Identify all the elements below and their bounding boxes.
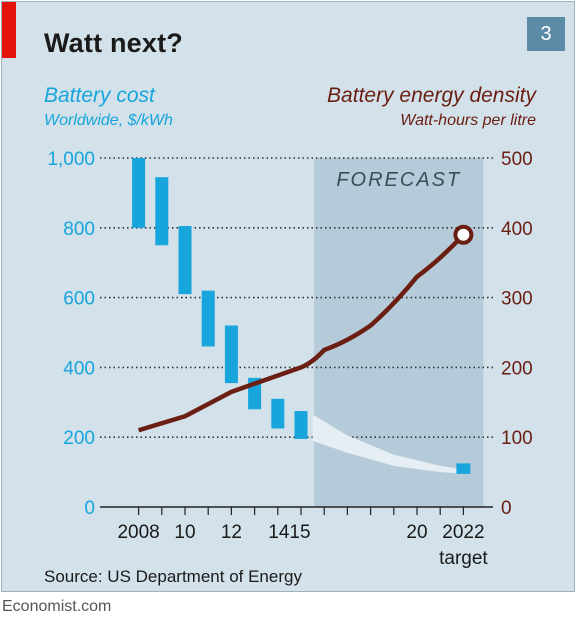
cost-bar xyxy=(178,226,192,295)
left-tick-label: 600 xyxy=(63,289,95,310)
cost-forecast-band xyxy=(312,414,464,474)
left-tick-label: 200 xyxy=(63,428,95,449)
source-note: Source: US Department of Energy xyxy=(44,567,302,586)
cost-bar xyxy=(155,177,169,246)
right-tick-label: 200 xyxy=(501,358,533,379)
cost-bar xyxy=(294,411,308,439)
chart-number-badge: 3 xyxy=(527,17,565,51)
left-tick-label: 400 xyxy=(63,358,95,379)
x-tick-label: 12 xyxy=(221,522,242,543)
right-axis-subtitle: Watt-hours per litre xyxy=(400,112,536,129)
x-tick-label: 2022 xyxy=(442,522,484,543)
cost-bar xyxy=(271,398,285,429)
right-tick-label: 500 xyxy=(501,149,533,170)
cost-bar xyxy=(224,325,238,384)
right-tick-label: 0 xyxy=(501,498,512,519)
energy-density-line xyxy=(137,233,466,433)
right-tick-label: 400 xyxy=(501,219,533,240)
cost-bar xyxy=(201,290,215,347)
left-axis-subtitle: Worldwide, $/kWh xyxy=(44,112,173,129)
forecast-label: FORECAST xyxy=(336,169,461,191)
right-tick-label: 300 xyxy=(501,289,533,310)
right-tick-label: 100 xyxy=(501,428,533,449)
x-tick-label: 2008 xyxy=(117,522,159,543)
chart-title: Watt next? xyxy=(44,28,183,58)
right-axis-ticks: 0 100 200 300 400 500 xyxy=(501,149,533,519)
brand-red-tab xyxy=(2,2,16,58)
target-marker xyxy=(453,224,474,245)
left-tick-label: 1,000 xyxy=(47,149,95,170)
cost-bar xyxy=(456,463,471,474)
chart-plot: FORECAST 0 200 400 600 800 1,000 0 100 200 300 40… xyxy=(47,149,533,569)
x-tick-label: 1415 xyxy=(268,522,310,543)
left-axis-ticks: 0 200 400 600 800 1,000 xyxy=(47,149,95,519)
forecast-region xyxy=(314,158,484,507)
cost-bar xyxy=(132,158,146,228)
x-extra-label: target xyxy=(439,548,488,569)
x-tick-label: 10 xyxy=(174,522,195,543)
left-tick-label: 0 xyxy=(84,498,95,519)
x-tick-label: 20 xyxy=(406,522,427,543)
right-axis-title: Battery energy density xyxy=(327,84,536,107)
x-axis-ticks: 2008 10 12 1415 20 2022 target xyxy=(117,507,488,569)
left-axis-title: Battery cost xyxy=(44,84,155,107)
publisher-credit: Economist.com xyxy=(2,598,112,615)
left-tick-label: 800 xyxy=(63,219,95,240)
